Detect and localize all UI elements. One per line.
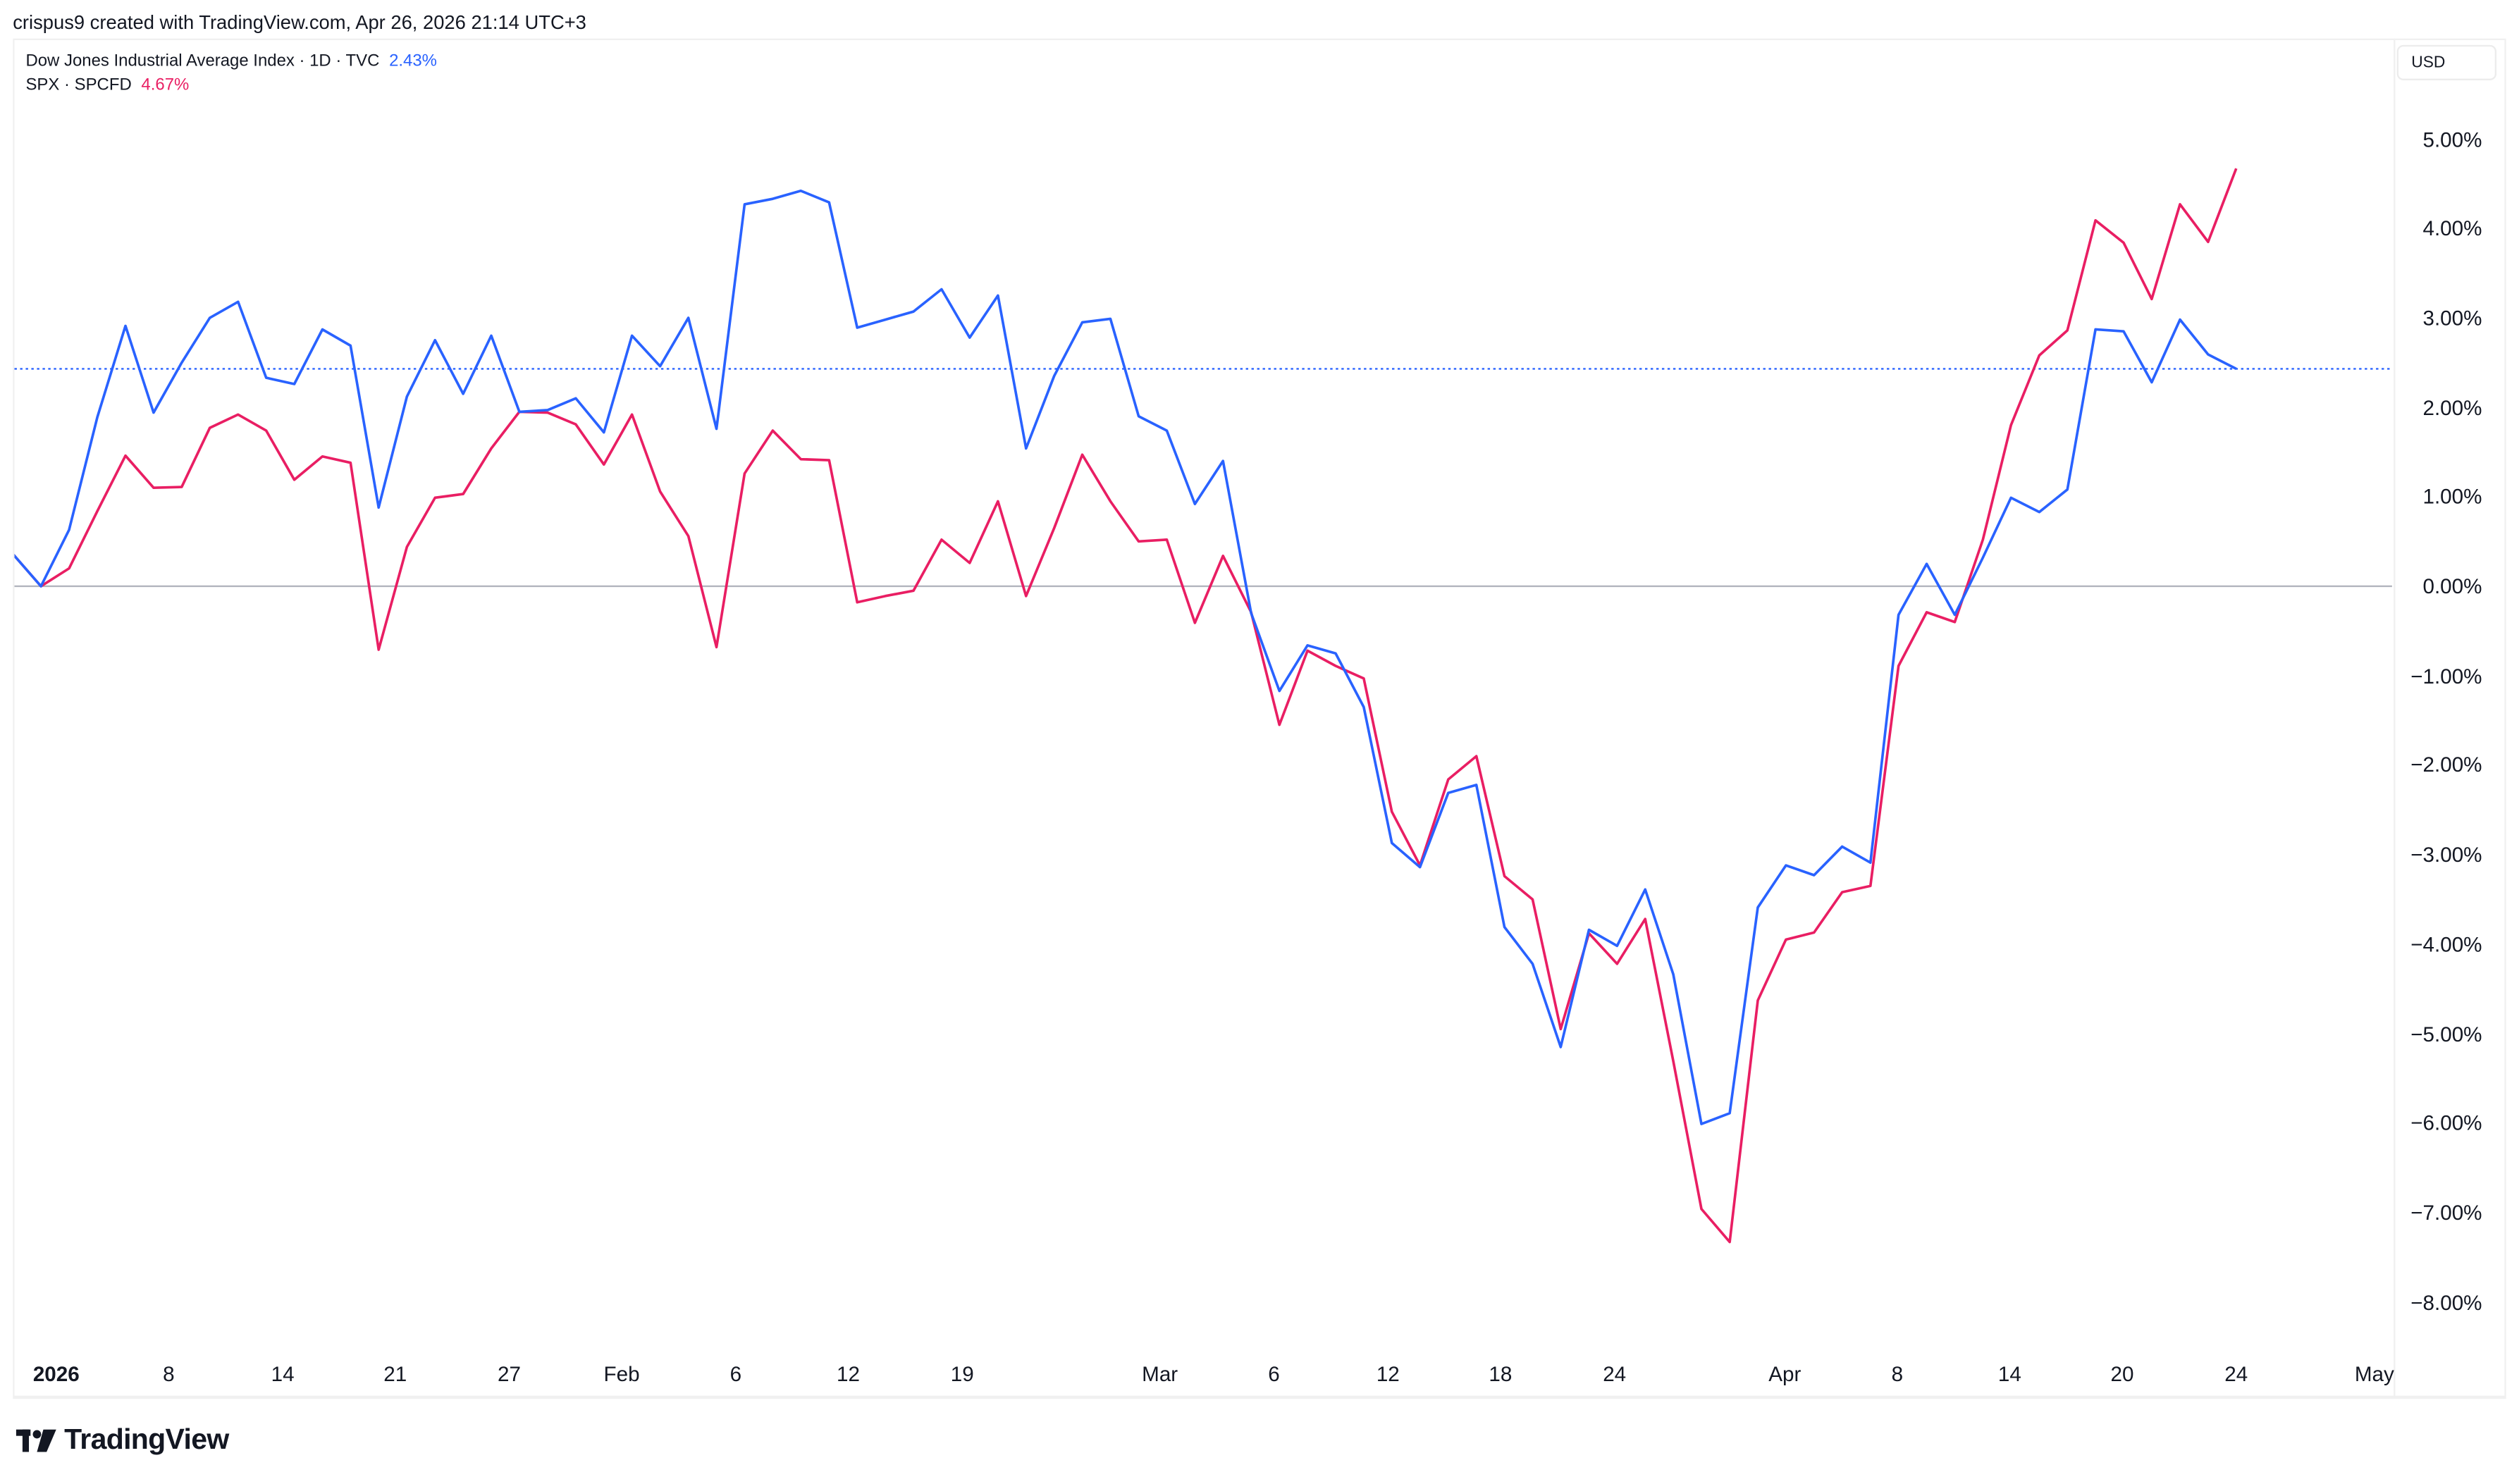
y-tick-label: −6.00%: [2410, 1111, 2482, 1135]
y-tick-label: −3.00%: [2410, 842, 2482, 867]
legend-value-dji: 2.43%: [389, 51, 437, 71]
x-tick-label: 18: [1489, 1361, 1513, 1387]
legend-value-spx: 4.67%: [141, 75, 190, 95]
currency-button[interactable]: USD: [2396, 44, 2497, 80]
y-tick-label: −5.00%: [2410, 1021, 2482, 1046]
x-tick-label: 12: [1376, 1361, 1400, 1387]
legend-item-dji[interactable]: Dow Jones Industrial Average Index · 1D …: [25, 50, 437, 74]
x-tick-label: Feb: [603, 1361, 640, 1387]
spx-line: [14, 168, 2238, 1244]
x-tick-label: 14: [1997, 1361, 2021, 1387]
x-tick-label: May: [2354, 1361, 2394, 1387]
y-tick-label: −8.00%: [2410, 1290, 2482, 1314]
x-tick-label: 20: [2110, 1361, 2134, 1387]
x-tick-label: 8: [163, 1361, 175, 1387]
x-tick-label: 2026: [32, 1361, 80, 1387]
x-tick-label: 12: [836, 1361, 860, 1387]
y-tick-label: 2.00%: [2422, 395, 2482, 420]
y-tick-label: −2.00%: [2410, 753, 2482, 777]
credit-line: crispus9 created with TradingView.com, A…: [13, 11, 586, 34]
x-tick-label: 19: [950, 1361, 974, 1387]
price-axis[interactable]: 5.00% 4.00% 3.00% 2.00% 1.00% 0.00% −1.00% −2.0…: [2394, 38, 2508, 1397]
x-tick-label: 6: [1268, 1361, 1280, 1387]
legend-label-dji: Dow Jones Industrial Average Index · 1D …: [25, 51, 380, 71]
legend: Dow Jones Industrial Average Index · 1D …: [25, 50, 437, 98]
y-tick-label: 1.00%: [2422, 484, 2482, 509]
legend-label-spx: SPX · SPCFD: [25, 75, 132, 95]
x-tick-label: 24: [1603, 1361, 1627, 1387]
x-tick-label: 27: [498, 1361, 522, 1387]
dji-line: [14, 189, 2237, 1125]
x-tick-label: 14: [271, 1361, 295, 1387]
legend-item-spx[interactable]: SPX · SPCFD 4.67%: [25, 74, 437, 98]
x-tick-label: 6: [729, 1361, 742, 1387]
y-tick-label: 0.00%: [2422, 574, 2482, 599]
x-tick-label: 24: [2224, 1361, 2248, 1387]
time-axis-border: [13, 1397, 2506, 1399]
x-tick-label: Apr: [1768, 1361, 1802, 1387]
tradingview-logo[interactable]: TradingView: [16, 1423, 229, 1457]
y-tick-label: 3.00%: [2422, 305, 2482, 330]
y-tick-label: −1.00%: [2410, 663, 2482, 688]
brand-name: TradingView: [64, 1423, 229, 1456]
y-tick-label: 5.00%: [2422, 127, 2482, 152]
chart-frame: [13, 38, 2506, 1397]
y-tick-label: 4.00%: [2422, 216, 2482, 241]
y-tick-label: −4.00%: [2410, 932, 2482, 956]
x-tick-label: 21: [383, 1361, 407, 1387]
tradingview-logo-icon: [16, 1428, 56, 1452]
x-tick-label: 8: [1891, 1361, 1904, 1387]
y-tick-label: −7.00%: [2410, 1200, 2482, 1225]
x-tick-label: Mar: [1142, 1361, 1178, 1387]
